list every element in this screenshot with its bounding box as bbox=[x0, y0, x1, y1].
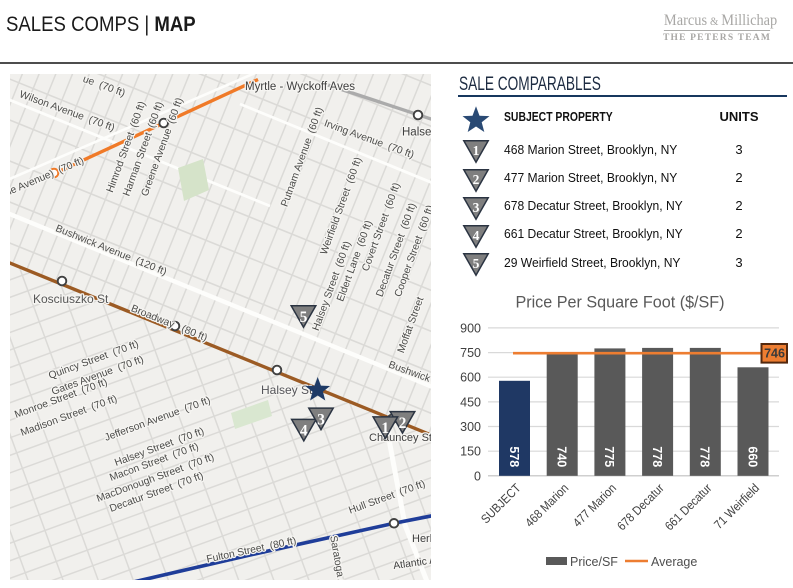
svg-text:150: 150 bbox=[460, 445, 481, 459]
svg-text:678 Decatur: 678 Decatur bbox=[615, 481, 667, 533]
svg-text:0: 0 bbox=[474, 469, 481, 483]
svg-text:3: 3 bbox=[317, 411, 325, 428]
svg-text:Chauncey St: Chauncey St bbox=[369, 432, 431, 444]
svg-text:778: 778 bbox=[698, 446, 712, 467]
svg-text:SUBJECT: SUBJECT bbox=[479, 481, 524, 526]
svg-text:775: 775 bbox=[602, 446, 616, 467]
svg-text:5: 5 bbox=[473, 256, 480, 271]
svg-text:2: 2 bbox=[399, 415, 407, 432]
svg-text:4: 4 bbox=[300, 423, 308, 440]
svg-text:661 Decatur: 661 Decatur bbox=[662, 481, 714, 533]
svg-text:Kosciuszko St: Kosciuszko St bbox=[33, 292, 109, 306]
svg-text:Myrtle - Wyckoff Aves: Myrtle - Wyckoff Aves bbox=[245, 81, 355, 93]
svg-text:740: 740 bbox=[555, 446, 569, 467]
svg-text:Price Per Square Foot ($/SF): Price Per Square Foot ($/SF) bbox=[515, 292, 724, 311]
svg-text:2: 2 bbox=[473, 172, 480, 187]
svg-text:1: 1 bbox=[381, 420, 389, 437]
svg-text:3: 3 bbox=[473, 200, 480, 215]
svg-text:5: 5 bbox=[300, 309, 308, 326]
svg-text:778: 778 bbox=[650, 446, 664, 467]
svg-text:660: 660 bbox=[745, 446, 759, 467]
svg-text:750: 750 bbox=[460, 346, 481, 360]
svg-text:900: 900 bbox=[460, 321, 481, 335]
svg-text:468 Marion: 468 Marion bbox=[523, 481, 572, 530]
svg-text:Halsey: Halsey bbox=[402, 127, 431, 139]
svg-text:71 Weirfield: 71 Weirfield bbox=[712, 481, 763, 532]
svg-text:Price/SF: Price/SF bbox=[570, 555, 618, 569]
svg-text:1: 1 bbox=[473, 143, 480, 158]
svg-text:600: 600 bbox=[460, 371, 481, 385]
svg-text:477 Marion: 477 Marion bbox=[570, 481, 619, 530]
svg-text:4: 4 bbox=[473, 228, 480, 243]
svg-text:450: 450 bbox=[460, 395, 481, 409]
svg-text:578: 578 bbox=[507, 446, 521, 467]
svg-text:Average: Average bbox=[651, 555, 697, 569]
svg-text:746: 746 bbox=[764, 347, 785, 361]
svg-text:300: 300 bbox=[460, 420, 481, 434]
svg-text:Herk: Herk bbox=[412, 533, 431, 545]
svg-text:Halsey St: Halsey St bbox=[261, 383, 313, 397]
